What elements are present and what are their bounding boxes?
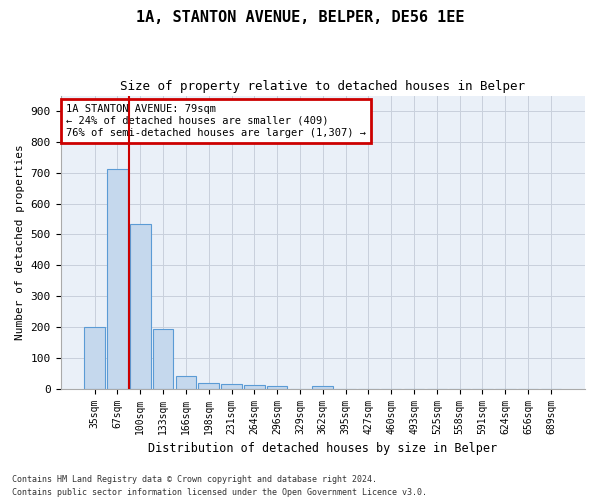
Bar [130,224,151,388]
Bar [313,386,333,388]
Bar [85,327,105,388]
Text: Contains HM Land Registry data © Crown copyright and database right 2024.
Contai: Contains HM Land Registry data © Crown c… [12,476,427,497]
Bar [107,168,128,388]
X-axis label: Distribution of detached houses by size in Belper: Distribution of detached houses by size … [148,442,497,455]
Bar [221,384,242,388]
Bar [244,384,265,388]
Y-axis label: Number of detached properties: Number of detached properties [15,144,25,340]
Text: 1A, STANTON AVENUE, BELPER, DE56 1EE: 1A, STANTON AVENUE, BELPER, DE56 1EE [136,10,464,25]
Text: 1A STANTON AVENUE: 79sqm
← 24% of detached houses are smaller (409)
76% of semi-: 1A STANTON AVENUE: 79sqm ← 24% of detach… [66,104,366,138]
Bar [176,376,196,388]
Bar [199,382,219,388]
Bar [153,329,173,388]
Bar [267,386,287,388]
Title: Size of property relative to detached houses in Belper: Size of property relative to detached ho… [120,80,525,93]
